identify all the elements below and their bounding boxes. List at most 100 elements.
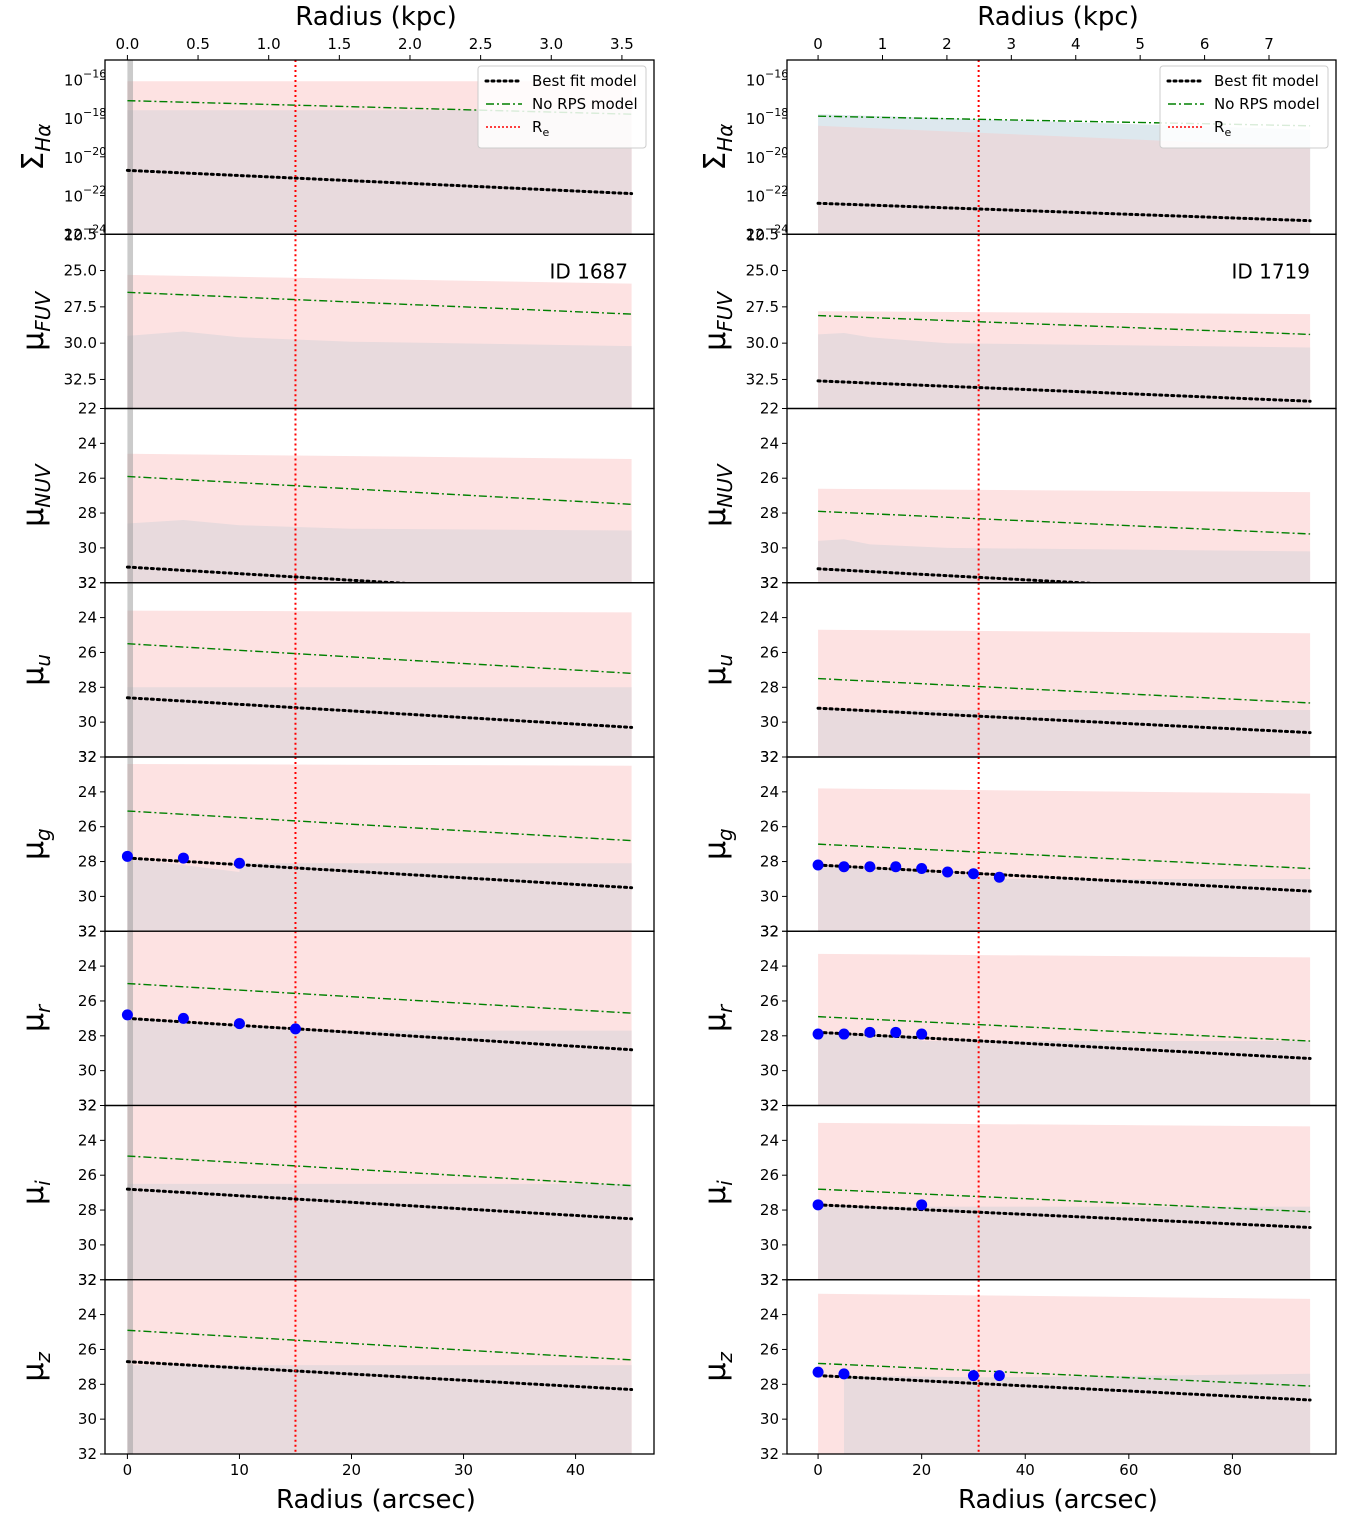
- ytick-label: 26: [78, 992, 97, 1010]
- ytick-label: 30: [760, 713, 779, 731]
- ytick-label: 22.5: [746, 225, 779, 243]
- no-rps-line: [127, 1155, 632, 1187]
- ytick-label: 26: [760, 643, 779, 661]
- ytick-label: 32: [78, 1271, 97, 1289]
- ylabel-subscript: g: [31, 828, 55, 841]
- data-point: [916, 863, 928, 875]
- ytick-exponent: −24: [765, 222, 788, 235]
- xtick-label: 60: [1119, 1461, 1138, 1479]
- data-point: [890, 1026, 902, 1038]
- legend-label: No RPS model: [1214, 95, 1320, 113]
- ylabel-subscript: r: [31, 1003, 55, 1013]
- no-rps-line: [818, 115, 1311, 127]
- band-grey: [818, 865, 1311, 932]
- ytick-label: 24: [78, 957, 97, 975]
- ylabel-subscript: i: [31, 1180, 55, 1186]
- xtick-label: 20: [342, 1461, 361, 1479]
- xtick-label: 80: [1223, 1461, 1242, 1479]
- ytick-label: 30: [760, 1410, 779, 1428]
- data-point: [233, 1018, 245, 1030]
- top-xtick-label: 3.0: [539, 35, 563, 53]
- band-grey: [818, 333, 1311, 409]
- ytick-label: 27.5: [64, 298, 97, 316]
- no-rps-line: [127, 291, 632, 315]
- top-xtick-label: 6: [1200, 35, 1210, 53]
- ylabel-subscript: z: [31, 1352, 55, 1364]
- ylabel: μu: [16, 654, 55, 686]
- ytick-label: 25.0: [64, 262, 97, 280]
- panel-left-u: 32 24 26 28 30 32 μu: [16, 574, 655, 766]
- band-grey: [127, 1183, 632, 1280]
- no-rps-line: [818, 1188, 1311, 1213]
- ytick-label: 32: [760, 1097, 779, 1115]
- ylabel: μFUV: [16, 291, 55, 351]
- galaxy-id-label: ID 1687: [549, 259, 628, 283]
- ytick-label: 28: [78, 853, 97, 871]
- masked-center-strip: [127, 408, 134, 583]
- ytick-label: 30.0: [746, 334, 779, 352]
- ylabel-symbol: μ: [16, 667, 51, 686]
- ytick-label: 32: [760, 922, 779, 940]
- best-fit-line: [816, 1374, 1312, 1402]
- no-rps-line: [127, 810, 632, 842]
- xtick-label: 30: [454, 1461, 473, 1479]
- no-rps-line: [127, 643, 632, 675]
- ytick-label: 32: [760, 1445, 779, 1463]
- ylabel-symbol: μ: [16, 1363, 51, 1382]
- band-grey: [127, 520, 632, 583]
- best-fit-line: [125, 168, 634, 196]
- ytick-label: 32: [78, 1445, 97, 1463]
- ylabel-symbol: μ: [16, 508, 51, 527]
- masked-center-strip: [127, 1105, 134, 1280]
- data-point: [864, 861, 876, 873]
- ytick-label: 26: [78, 1340, 97, 1358]
- ytick-label: 32: [78, 1271, 97, 1289]
- ylabel-subscript: r: [713, 1003, 737, 1013]
- ytick-label: 24: [760, 783, 779, 801]
- data-point: [993, 871, 1005, 883]
- no-rps-line: [818, 1362, 1311, 1387]
- ylabel-symbol: μ: [16, 841, 51, 860]
- top-xtick-label: 7: [1264, 35, 1274, 53]
- top-xtick-label: 2.5: [469, 35, 493, 53]
- masked-center-strip: [127, 757, 134, 932]
- ytick-label: 28: [760, 678, 779, 696]
- best-fit-line: [816, 863, 1312, 893]
- ytick-label: 32: [760, 922, 779, 940]
- panel-content: [121, 757, 634, 932]
- ylabel-symbol: μ: [698, 1363, 733, 1382]
- data-point: [177, 852, 189, 864]
- ytick-label: 28: [760, 504, 779, 522]
- ytick-label: 32: [760, 574, 779, 592]
- ytick-label: 26: [760, 1166, 779, 1184]
- legend-label: Re: [532, 118, 549, 139]
- ytick-label: 28: [760, 1375, 779, 1393]
- data-point: [812, 1366, 824, 1378]
- best-fit-line: [125, 1360, 634, 1392]
- ytick-label: 26: [78, 469, 97, 487]
- ytick-exponent: −18: [765, 106, 788, 119]
- xtick-label: 40: [1016, 1461, 1035, 1479]
- panel-right-NUV: 22 24 26 28 30 32 μNUV: [698, 400, 1337, 592]
- ytick-label: 30: [760, 1236, 779, 1254]
- no-rps-line: [818, 1015, 1311, 1042]
- ytick-label: 10: [746, 188, 765, 206]
- ytick-label: 32: [760, 1271, 779, 1289]
- no-rps-line: [127, 1329, 632, 1361]
- ytick-label: 30: [78, 1410, 97, 1428]
- ytick-label: 10: [746, 110, 765, 128]
- panel-content: [125, 1105, 634, 1280]
- masked-center-strip: [127, 234, 134, 409]
- ytick-label: 26: [760, 992, 779, 1010]
- data-point: [838, 861, 850, 873]
- data-point: [967, 1370, 979, 1382]
- ytick-label: 28: [78, 1375, 97, 1393]
- data-point: [233, 857, 245, 869]
- ylabel: μg: [16, 828, 55, 860]
- right-bottom-xlabel: Radius (arcsec): [958, 1485, 1158, 1515]
- data-point: [890, 861, 902, 873]
- top-xtick-label: 1: [878, 35, 888, 53]
- ytick-label: 32: [760, 1271, 779, 1289]
- ytick-label: 26: [760, 469, 779, 487]
- ylabel-subscript: u: [713, 654, 737, 667]
